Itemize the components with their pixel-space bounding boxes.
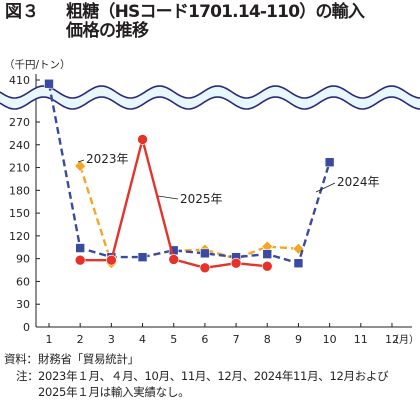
series-label-2025: 2025年 (180, 192, 223, 206)
data-point (293, 258, 304, 269)
y-tick-label: 30 (16, 298, 30, 311)
series-label-2024: 2024年 (337, 175, 380, 189)
series-label-2023: 2023年 (86, 152, 129, 166)
y-tick-label: 90 (16, 253, 30, 266)
x-tick-label: 3 (108, 333, 115, 346)
y-tick-label: 120 (9, 230, 30, 243)
x-tick-label: 8 (264, 333, 271, 346)
y-tick-label: 150 (9, 207, 30, 220)
note-line2: 2025年１月は輸入実績なし。 (38, 385, 190, 399)
data-point (74, 160, 87, 172)
chart-title-line2: 価格の推移 (66, 21, 149, 41)
series-line (79, 165, 113, 264)
data-point (137, 134, 148, 145)
series-line (47, 83, 331, 265)
x-tick-label: 4 (139, 333, 146, 346)
label-pointer-2023 (77, 159, 85, 163)
source-label: 資料： (4, 352, 38, 366)
data-point (324, 157, 335, 168)
data-point (137, 252, 148, 262)
axis-break-line-bottom (0, 96, 420, 110)
y-axis-unit-label: （千円/トン） (4, 59, 71, 71)
data-point (262, 249, 273, 259)
x-tick-label: 2 (77, 333, 84, 346)
source-text: 財務省「貿易統計」 (38, 352, 139, 366)
axis-break-band (0, 86, 420, 109)
y-tick-label: 240 (9, 139, 30, 152)
x-axis-unit-label: （月） (389, 334, 419, 346)
x-tick-label: 5 (170, 333, 177, 346)
data-point (200, 248, 210, 259)
data-point (44, 78, 54, 89)
chart-title-line1: 粗糖（HSコード1701.14-110）の輸入 (66, 2, 365, 22)
y-tick-label: 0 (23, 321, 30, 334)
x-tick-label: 10 (323, 333, 337, 346)
x-tick-label: 9 (295, 333, 302, 346)
x-tick-label: 1 (46, 333, 53, 346)
figure-label: 図３ (5, 2, 39, 22)
y-tick-label: 180 (9, 184, 30, 197)
data-point (199, 262, 211, 274)
data-point (168, 254, 180, 265)
y-tick-label: 60 (16, 275, 30, 288)
note-label: 注： (16, 369, 39, 383)
y-tick-label: 210 (9, 162, 30, 175)
data-point (230, 257, 242, 269)
x-tick-label: 12 (385, 333, 399, 346)
series-3 (74, 134, 273, 274)
x-tick-label: 6 (201, 333, 208, 346)
axis-break-line-top (0, 85, 420, 99)
label-pointer-2024 (315, 182, 336, 193)
y-tick-label: 410 (9, 74, 30, 87)
y-tick-label: 270 (9, 116, 30, 129)
x-tick-label: 7 (233, 333, 240, 346)
x-tick-label: 11 (354, 333, 368, 346)
data-point (75, 243, 85, 253)
data-point (106, 254, 117, 266)
note-line1: 2023年１月、４月、10月、11月、12月、2024年11月、12月および (38, 369, 389, 383)
data-point (74, 254, 86, 266)
data-point (261, 260, 273, 272)
label-pointer-2025 (157, 195, 179, 200)
